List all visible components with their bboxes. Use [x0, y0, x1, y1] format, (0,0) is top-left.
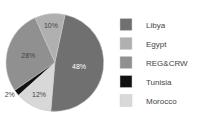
svg-text:28%: 28%: [21, 52, 35, 59]
svg-text:Morocco: Morocco: [146, 97, 177, 106]
svg-text:10%: 10%: [44, 22, 58, 29]
svg-text:Egypt: Egypt: [146, 40, 167, 49]
svg-text:Tunisia: Tunisia: [146, 78, 172, 87]
svg-text:REG&CRW: REG&CRW: [146, 59, 188, 68]
svg-text:Libya: Libya: [146, 21, 166, 30]
svg-text:48%: 48%: [72, 63, 86, 70]
svg-text:12%: 12%: [32, 91, 46, 98]
svg-text:2%: 2%: [5, 91, 15, 98]
